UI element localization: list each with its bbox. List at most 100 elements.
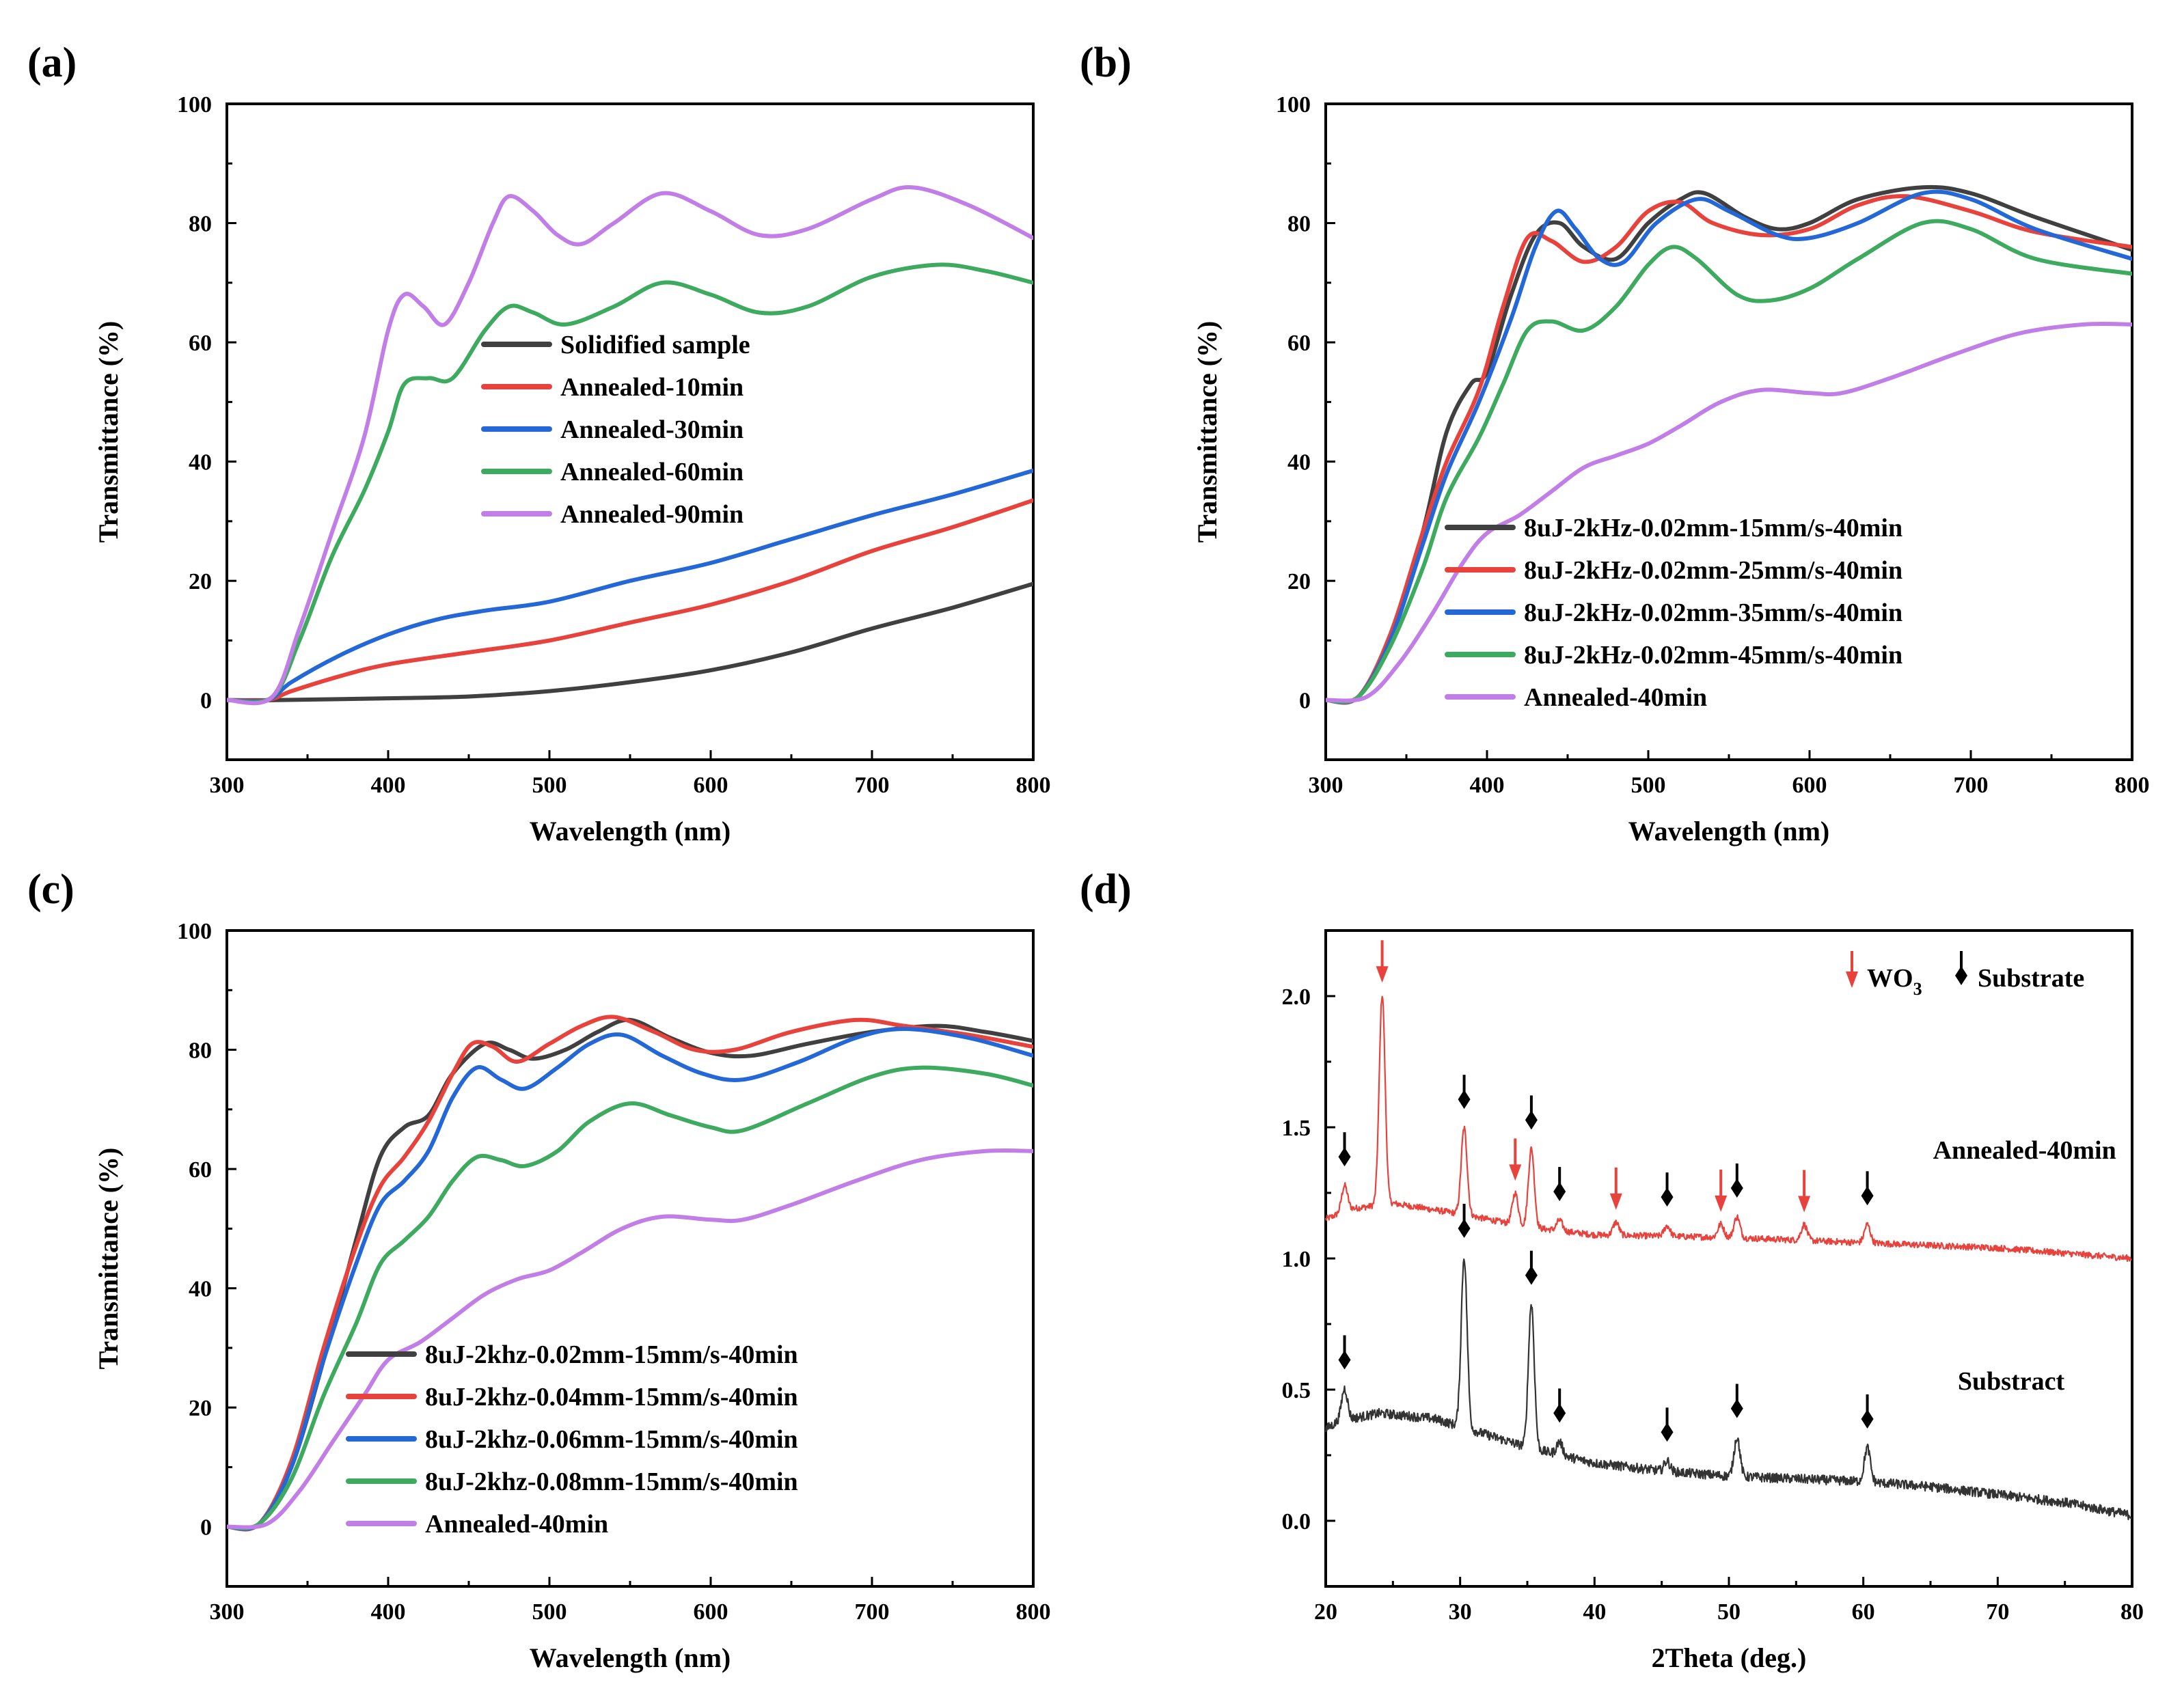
legend-label: 8uJ-2khz-0.04mm-15mm/s-40min bbox=[425, 1383, 798, 1411]
substrate-diamond bbox=[1458, 1219, 1471, 1239]
y-tick-label: 0 bbox=[200, 1515, 212, 1541]
y-tick-label: 0.5 bbox=[1282, 1378, 1311, 1403]
y-tick-label: 0.0 bbox=[1282, 1509, 1311, 1534]
x-axis-label: Wavelength (nm) bbox=[1628, 816, 1829, 846]
substrate-diamond bbox=[1861, 1409, 1874, 1429]
series-line-blue bbox=[1326, 189, 2132, 704]
y-tick-label: 100 bbox=[177, 919, 212, 944]
legend-label: Annealed-60min bbox=[560, 458, 744, 486]
wo3-arrowhead bbox=[1609, 1193, 1622, 1210]
x-tick-label: 300 bbox=[210, 773, 245, 798]
legend-label: 8uJ-2kHz-0.02mm-15mm/s-40min bbox=[1524, 514, 1902, 542]
x-tick-label: 20 bbox=[1314, 1599, 1337, 1625]
series-line-green bbox=[227, 1065, 1033, 1530]
x-tick-label: 40 bbox=[1583, 1599, 1606, 1625]
trace-annotation: Annealed-40min bbox=[1933, 1136, 2116, 1165]
substrate-diamond bbox=[1661, 1422, 1674, 1442]
x-tick-label: 60 bbox=[1852, 1599, 1875, 1625]
series-group bbox=[227, 1015, 1033, 1532]
legend-wo3-arrowhead bbox=[1846, 972, 1858, 988]
y-tick-label: 2.0 bbox=[1282, 984, 1311, 1010]
x-tick-label: 600 bbox=[694, 773, 728, 798]
y-tick-label: 20 bbox=[189, 1396, 212, 1421]
panel-b: 300 400 500 600 700 800 0 20 40 60 80 100 Wavelength… bbox=[1080, 40, 2150, 846]
y-tick-label: 0 bbox=[1299, 689, 1311, 714]
y-tick-label: 80 bbox=[189, 1038, 212, 1064]
y-tick-label: 1.5 bbox=[1282, 1116, 1311, 1141]
y-axis-label: Transmittance (%) bbox=[1192, 321, 1223, 543]
series-line-black bbox=[1326, 184, 2132, 704]
panel-a: 300 400 500 600 700 800 0 20 40 60 80 100 Wavelength… bbox=[27, 40, 1051, 846]
substrate-diamond bbox=[1661, 1187, 1674, 1207]
panel-d: 20 30 40 50 60 70 80 0.0 0.5 1.0 1.5 2.0 2Theta (deg… bbox=[1080, 866, 2144, 1673]
y-tick-label: 0 bbox=[200, 689, 212, 714]
legend-label: 8uJ-2khz-0.08mm-15mm/s-40min bbox=[425, 1468, 798, 1496]
x-tick-label: 800 bbox=[1016, 1599, 1051, 1625]
series-line-red bbox=[1326, 194, 2132, 705]
x-tick-label: 700 bbox=[855, 1599, 890, 1625]
series-line-purple bbox=[227, 185, 1033, 706]
y-tick-label: 40 bbox=[189, 450, 212, 476]
x-tick-label: 30 bbox=[1449, 1599, 1472, 1625]
legend: 8uJ-2khz-0.02mm-15mm/s-40min 8uJ-2khz-0.0… bbox=[346, 1340, 798, 1539]
series-group bbox=[1326, 184, 2132, 705]
substrate-diamond bbox=[1553, 1182, 1566, 1202]
substrate-diamond bbox=[1525, 1265, 1538, 1285]
y-tick-label: 20 bbox=[1287, 569, 1311, 594]
legend-label: 8uJ-2kHz-0.02mm-45mm/s-40min bbox=[1524, 641, 1902, 670]
series-line-red bbox=[227, 498, 1033, 703]
y-tick-label: 40 bbox=[1287, 450, 1311, 476]
x-tick-label: 50 bbox=[1717, 1599, 1741, 1625]
series-line-green bbox=[227, 262, 1033, 704]
y-tick-label: 100 bbox=[1276, 92, 1311, 118]
series-line-green bbox=[1326, 219, 2132, 704]
x-axis-label: 2Theta (deg.) bbox=[1652, 1642, 1807, 1673]
substrate-diamond bbox=[1458, 1090, 1471, 1110]
series-line-purple bbox=[1326, 321, 2132, 703]
x-tick-label: 700 bbox=[1954, 773, 1989, 798]
legend-label: 8uJ-2khz-0.02mm-15mm/s-40min bbox=[425, 1340, 798, 1369]
y-tick-label: 60 bbox=[189, 331, 212, 356]
wo3-arrowhead bbox=[1509, 1164, 1522, 1181]
x-axis-label: Wavelength (nm) bbox=[530, 816, 731, 846]
legend-label: 8uJ-2kHz-0.02mm-35mm/s-40min bbox=[1524, 598, 1902, 627]
wo3-arrowhead bbox=[1376, 966, 1389, 983]
x-axis-label: Wavelength (nm) bbox=[530, 1642, 731, 1673]
y-tick-label: 80 bbox=[1287, 212, 1311, 237]
series-line-red bbox=[227, 1015, 1033, 1532]
x-tick-label: 400 bbox=[371, 773, 406, 798]
legend-substrate-label: Substrate bbox=[1978, 964, 2084, 993]
x-tick-label: 80 bbox=[2120, 1599, 2144, 1625]
y-tick-label: 80 bbox=[189, 212, 212, 237]
x-tick-label: 400 bbox=[371, 1599, 406, 1625]
substrate-diamond bbox=[1525, 1110, 1538, 1130]
legend: 8uJ-2kHz-0.02mm-15mm/s-40min 8uJ-2kHz-0.0… bbox=[1445, 514, 1902, 712]
y-tick-label: 40 bbox=[189, 1277, 212, 1302]
substrate-diamond bbox=[1338, 1147, 1351, 1167]
x-tick-label: 500 bbox=[1631, 773, 1666, 798]
x-tick-label: 300 bbox=[210, 1599, 245, 1625]
xrd-trace-xrd_red bbox=[1324, 995, 2132, 1263]
legend-substrate-diamond bbox=[1955, 966, 1967, 985]
legend: Solidified sample Annealed-10min Annealed-… bbox=[481, 331, 750, 529]
wo3-arrowhead bbox=[1798, 1196, 1811, 1213]
legend-label: Annealed-40min bbox=[425, 1510, 608, 1539]
panel-c: 300 400 500 600 700 800 0 20 40 60 80 100 Wavelength… bbox=[27, 866, 1051, 1673]
legend-label: Annealed-40min bbox=[1524, 683, 1707, 712]
x-tick-label: 600 bbox=[694, 1599, 728, 1625]
x-tick-label: 400 bbox=[1470, 773, 1505, 798]
y-axis-label: Transmittance (%) bbox=[93, 1148, 124, 1370]
legend-label: 8uJ-2khz-0.06mm-15mm/s-40min bbox=[425, 1425, 798, 1454]
series-line-blue bbox=[227, 468, 1033, 704]
y-tick-label: 60 bbox=[1287, 331, 1311, 356]
y-tick-label: 20 bbox=[189, 569, 212, 594]
x-tick-label: 800 bbox=[2115, 773, 2150, 798]
x-tick-label: 300 bbox=[1309, 773, 1343, 798]
xrd-trace-xrd_black bbox=[1324, 1258, 2132, 1521]
legend-label: Solidified sample bbox=[560, 331, 750, 359]
y-axis-label: Transmittance (%) bbox=[93, 321, 124, 543]
panel-letter: (a) bbox=[27, 40, 77, 86]
trace-annotation: Substract bbox=[1958, 1367, 2065, 1396]
y-tick-label: 60 bbox=[189, 1157, 212, 1183]
